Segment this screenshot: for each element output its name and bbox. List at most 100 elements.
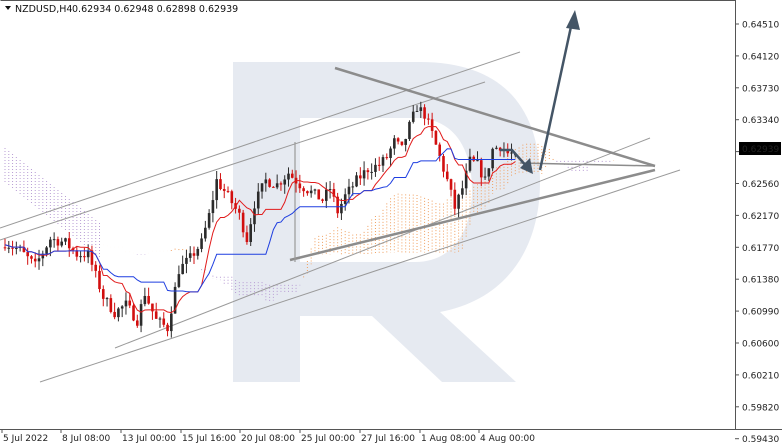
candle-body xyxy=(143,295,147,305)
candle-body xyxy=(49,239,52,248)
forecast-arrows xyxy=(500,10,580,174)
y-tick-label: 0.61380 xyxy=(742,276,779,286)
candle-body xyxy=(215,179,218,201)
candle-body xyxy=(302,188,305,192)
candle-body xyxy=(404,138,407,145)
candle-body xyxy=(105,298,109,300)
candle-body xyxy=(279,183,283,185)
candle-body xyxy=(120,306,124,309)
candle-body xyxy=(11,247,14,249)
candle-body xyxy=(75,250,79,257)
candle-body xyxy=(238,208,241,213)
symbol-timeframe: NZDUSD,H4 xyxy=(15,4,72,15)
candle-body xyxy=(272,186,275,188)
candle-body xyxy=(192,253,196,256)
candle-body xyxy=(154,311,158,319)
candle-body xyxy=(362,170,366,179)
y-tick-label: 0.62170 xyxy=(742,212,779,222)
y-tick-label: 0.60600 xyxy=(742,340,779,350)
ohlc-values: 0.62934 0.62948 0.62898 0.62939 xyxy=(72,4,238,15)
candle-body xyxy=(347,186,351,195)
y-tick-label: 0.64120 xyxy=(742,52,779,62)
tenkan-sen-line xyxy=(4,126,516,314)
candle-body xyxy=(464,170,468,189)
candle-body xyxy=(41,253,45,259)
candle-body xyxy=(170,313,173,332)
y-tick-label: 0.63730 xyxy=(742,84,779,94)
candle-body xyxy=(411,111,415,122)
candle-body xyxy=(389,148,392,158)
candle-body xyxy=(22,246,26,253)
candle-body xyxy=(457,194,460,209)
candle-body xyxy=(313,189,317,191)
candle-body xyxy=(476,160,479,162)
candle-body xyxy=(377,164,381,166)
y-tick-label: 0.60990 xyxy=(742,308,779,318)
candle-body xyxy=(98,270,101,290)
upper-channel-line-2 xyxy=(0,81,486,241)
candle-body xyxy=(374,164,377,172)
candle-body xyxy=(453,189,457,209)
y-tick-label: 0.63340 xyxy=(742,116,779,126)
candle-body xyxy=(332,189,336,197)
candle-body xyxy=(245,232,249,243)
candle-body xyxy=(222,189,226,191)
candle-body xyxy=(211,200,215,214)
candle-body xyxy=(415,110,419,112)
candle-body xyxy=(419,107,423,111)
x-tick-label: 13 Jul 00:00 xyxy=(122,434,176,444)
candle-body xyxy=(166,324,169,332)
chart-header: NZDUSD,H4 0.62934 0.62948 0.62898 0.6293… xyxy=(5,4,238,15)
candle-body xyxy=(370,171,373,173)
candle-body xyxy=(204,227,207,239)
candle-body xyxy=(64,238,67,242)
candle-body xyxy=(15,248,18,250)
candle-body xyxy=(287,173,290,180)
y-tick-label: 0.62560 xyxy=(742,180,779,190)
triangle-lower-side xyxy=(289,168,656,262)
candle-body xyxy=(461,188,464,195)
time-axis[interactable]: 5 Jul 2022 8 Jul 08:00 13 Jul 00:00 15 Jul … xyxy=(1,429,535,444)
candle-body xyxy=(468,156,472,171)
x-tick-label: 1 Aug 08:00 xyxy=(421,434,476,444)
arrow-head-icon xyxy=(520,158,533,174)
candle-body xyxy=(325,189,328,201)
candle-body xyxy=(506,149,510,154)
candle-body xyxy=(343,194,347,204)
forecast-up-arrow xyxy=(538,21,574,171)
candle-body xyxy=(408,121,411,139)
x-tick-label: 8 Jul 08:00 xyxy=(62,434,111,444)
candle-body xyxy=(90,250,94,265)
candle-body xyxy=(101,289,105,299)
collapse-triangle-icon[interactable] xyxy=(5,6,11,10)
candle-body xyxy=(7,247,11,249)
candle-body xyxy=(226,190,230,192)
lower-channel-line-2 xyxy=(114,137,651,349)
candle-body xyxy=(132,305,135,321)
price-axis[interactable]: 0.645100.641200.637300.633400.629500.625… xyxy=(735,21,779,446)
y-tick-label: 0.60210 xyxy=(742,371,779,381)
candle-body xyxy=(442,156,445,172)
candle-body xyxy=(113,311,116,318)
x-tick-label: 25 Jul 00:00 xyxy=(301,434,355,444)
y-tick-label: 0.59430 xyxy=(742,435,779,445)
candle-body xyxy=(283,179,287,185)
candle-body xyxy=(396,138,400,142)
candle-body xyxy=(109,298,113,312)
candle-body xyxy=(173,286,177,314)
current-price-label: 0.62939 xyxy=(742,145,779,155)
candle-body xyxy=(438,144,441,157)
candle-body xyxy=(67,238,71,249)
candle-body xyxy=(268,179,271,187)
candle-body xyxy=(79,256,82,258)
candle-body xyxy=(83,256,86,258)
candle-body xyxy=(381,157,385,166)
candle-body xyxy=(177,274,181,287)
candle-body xyxy=(162,318,166,325)
y-tick-label: 0.64510 xyxy=(742,21,779,31)
candlestick-series xyxy=(3,101,517,338)
candle-body xyxy=(434,130,438,145)
candle-body xyxy=(483,176,487,178)
